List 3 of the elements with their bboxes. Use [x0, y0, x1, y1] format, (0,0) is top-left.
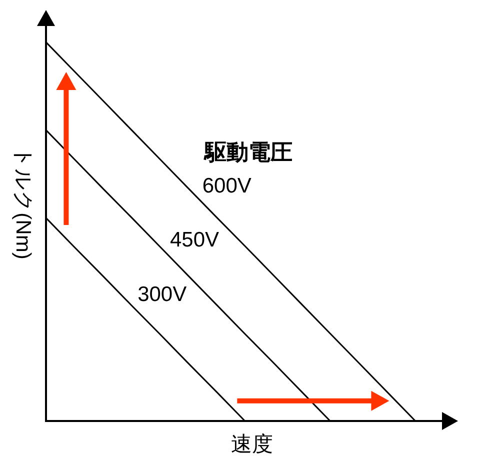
ylabel: トルク(Nm): [12, 146, 34, 260]
xlabel: 速度: [231, 433, 273, 456]
annotation: 駆動電圧: [204, 139, 292, 164]
